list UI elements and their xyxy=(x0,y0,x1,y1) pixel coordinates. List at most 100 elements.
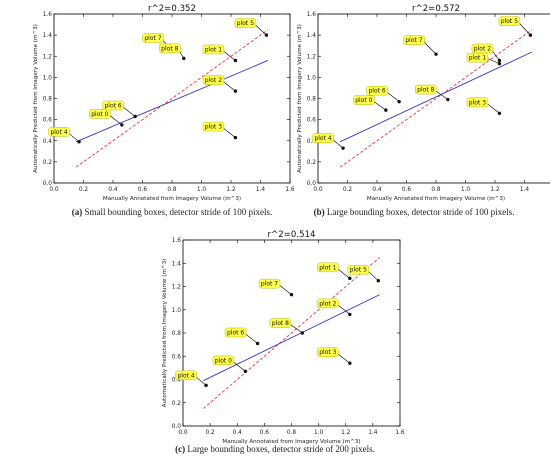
y-tick-label: 1.4 xyxy=(43,33,53,39)
y-tick-label: 1.2 xyxy=(307,54,317,60)
data-point-group: plot 7 xyxy=(403,35,438,56)
fit-line xyxy=(339,51,533,143)
y-tick-label: 1.2 xyxy=(43,54,53,60)
data-point xyxy=(133,114,137,119)
point-label: plot 7 xyxy=(261,281,278,288)
y-tick-label: 1.4 xyxy=(307,33,317,39)
data-point-group: plot 3 xyxy=(317,347,352,365)
data-point xyxy=(233,135,238,140)
data-point-group: plot 4 xyxy=(48,127,81,144)
point-label: plot 3 xyxy=(469,99,486,106)
point-label: plot 1 xyxy=(319,264,336,271)
y-tick-label: 1.6 xyxy=(172,238,182,244)
chart-title: r^2=0.514 xyxy=(267,230,315,240)
y-axis-label: Automatically Predicted from Imagery Vol… xyxy=(162,259,168,408)
y-tick-label: 0.4 xyxy=(43,139,53,145)
y-tick-label: 0.4 xyxy=(307,139,317,145)
chart-title: r^2=0.572 xyxy=(412,4,460,14)
x-tick-label: 1.2 xyxy=(341,430,351,436)
y-tick-label: 1.0 xyxy=(172,308,182,314)
caption-text: Small bounding boxes, detector stride of… xyxy=(85,207,273,217)
data-point-group: plot 8 xyxy=(415,84,450,102)
x-tick-label: 0.2 xyxy=(206,430,216,436)
x-tick-label: 0.8 xyxy=(287,430,297,436)
point-label: plot 7 xyxy=(405,37,422,44)
point-label-box xyxy=(317,262,339,273)
point-label-box xyxy=(234,18,257,28)
data-point xyxy=(348,312,352,317)
point-label-box xyxy=(403,35,425,45)
x-tick-label: 0.0 xyxy=(178,430,188,436)
data-point-group: plot 6 xyxy=(224,327,260,346)
chart-panel-1: 0.0 0.2 0.4 0.6 0.8 1.0 1.2 1.4 1.6 0.0 0.2 0.4 0.6 0… xyxy=(33,4,295,217)
y-tick-label: 0.8 xyxy=(43,97,53,103)
data-point-group: plot 2 xyxy=(471,43,502,63)
point-label-box xyxy=(202,75,225,85)
point-label: plot 6 xyxy=(227,329,244,336)
y-tick-label: 1.6 xyxy=(307,12,317,18)
caption-tag: (c) xyxy=(175,444,187,454)
point-label-box xyxy=(159,43,181,54)
figure-caption: (c) Large bounding boxes, detector strid… xyxy=(175,444,375,454)
data-point-group: plot 0 xyxy=(353,95,388,112)
x-tick-label: 1.0 xyxy=(461,187,471,193)
x-tick-label: 0.0 xyxy=(313,187,323,193)
data-point-group: plot 4 xyxy=(175,370,208,388)
caption-text: Large bounding boxes, detector stride of… xyxy=(327,207,515,217)
point-label-box xyxy=(466,97,489,108)
point-label: plot 1 xyxy=(205,46,222,53)
data-point-group: plot 6 xyxy=(102,100,137,119)
data-point-group: plot 3 xyxy=(466,97,502,115)
x-tick-label: 0.6 xyxy=(402,187,412,193)
chart-title: r^2=0.352 xyxy=(148,4,196,14)
data-point xyxy=(446,97,450,102)
data-point xyxy=(341,146,345,150)
point-label-box xyxy=(142,33,164,43)
data-point-group: plot 5 xyxy=(347,264,380,283)
y-tick-label: 1.6 xyxy=(43,12,53,18)
y-tick-label: 1.0 xyxy=(307,75,317,81)
x-tick-label: 0.4 xyxy=(233,430,243,436)
x-tick-label: 0.8 xyxy=(431,187,441,193)
point-label: plot 8 xyxy=(272,320,289,327)
point-label-box xyxy=(353,95,375,105)
x-tick-label: 1.2 xyxy=(490,187,500,193)
y-axis-label: Automatically Predicted from Imagery Vol… xyxy=(297,24,303,173)
data-point-group: plot 5 xyxy=(498,16,533,37)
data-point xyxy=(434,52,438,56)
x-tick-label: 0.6 xyxy=(260,430,270,436)
data-point-group: plot 1 xyxy=(317,262,352,281)
data-point-group: plot 0 xyxy=(89,109,124,127)
y-axis-label: Automatically Predicted from Imagery Vol… xyxy=(33,24,39,173)
x-tick-label: 0.0 xyxy=(49,187,59,193)
data-point-group: plot 6 xyxy=(366,85,401,104)
data-point-group: plot 5 xyxy=(234,18,269,37)
y-tick-label: 0.2 xyxy=(172,401,182,407)
y-tick-label: 0.8 xyxy=(172,331,182,337)
point-label-box xyxy=(317,298,339,309)
data-point xyxy=(255,341,260,346)
point-label-box xyxy=(48,127,70,137)
data-point xyxy=(376,278,380,283)
data-point xyxy=(384,108,388,112)
data-point xyxy=(528,33,533,37)
data-point-group: plot 1 xyxy=(202,44,238,63)
point-label-box xyxy=(366,85,388,96)
x-tick-label: 1.4 xyxy=(368,430,378,436)
y-tick-label: 0.4 xyxy=(172,378,182,384)
point-label-box xyxy=(89,109,111,119)
y-tick-label: 1.2 xyxy=(172,285,182,291)
x-tick-label: 1.2 xyxy=(226,187,236,193)
identity-line xyxy=(203,257,380,409)
data-point xyxy=(397,99,401,104)
x-tick-label: 1.6 xyxy=(395,430,405,436)
y-tick-label: 0.2 xyxy=(307,160,317,166)
y-tick-label: 0.6 xyxy=(307,118,317,124)
x-tick-label: 1.0 xyxy=(314,430,324,436)
x-tick-label: 0.8 xyxy=(167,187,177,193)
point-label-box xyxy=(175,370,197,381)
data-point-group: plot 8 xyxy=(159,43,186,61)
data-point-group: plot 2 xyxy=(317,298,352,317)
point-label: plot 7 xyxy=(144,35,161,42)
point-label: plot 5 xyxy=(501,18,518,25)
